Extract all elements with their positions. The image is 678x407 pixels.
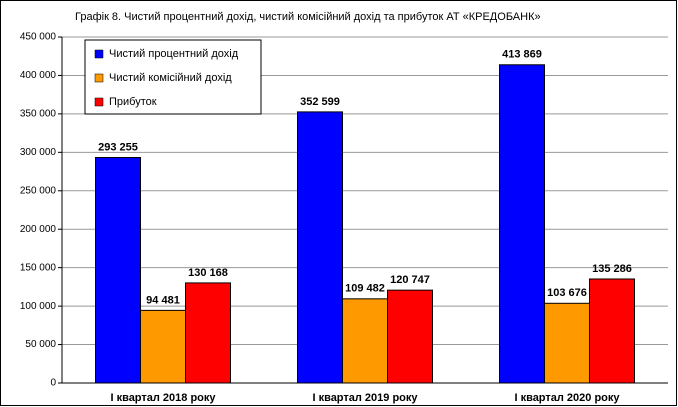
value-label: 94 481 (146, 294, 180, 306)
legend-swatch (94, 97, 104, 107)
value-label: 352 599 (300, 96, 340, 108)
bar (297, 111, 343, 384)
value-label: 413 869 (502, 49, 542, 61)
y-tick-label: 450 000 (20, 32, 57, 43)
y-tick-label: 350 000 (20, 109, 57, 120)
x-tick-label: I квартал 2019 року (312, 392, 418, 404)
legend-label: Прибуток (109, 96, 157, 108)
value-label: 109 482 (345, 283, 385, 295)
legend-box (84, 39, 262, 115)
value-label: 135 286 (592, 263, 632, 275)
legend-swatch (94, 49, 104, 59)
y-tick-label: 100 000 (20, 301, 57, 312)
value-label: 130 168 (188, 267, 228, 279)
bar (544, 302, 590, 384)
value-label: 293 255 (98, 141, 138, 153)
y-tick-label: 150 000 (20, 262, 57, 273)
value-label: 120 747 (390, 274, 430, 286)
legend-swatch (94, 73, 104, 83)
y-tick-label: 250 000 (20, 185, 57, 196)
bar (140, 309, 186, 384)
bar (387, 289, 433, 384)
chart-title: Графік 8. Чистий процентний дохід, чисти… (75, 11, 541, 23)
y-tick-label: 400 000 (20, 70, 57, 81)
x-tick-label: I квартал 2020 року (514, 392, 620, 404)
value-label: 103 676 (547, 287, 587, 299)
bar (499, 64, 545, 384)
y-tick-label: 0 (50, 378, 56, 389)
y-tick-label: 200 000 (20, 224, 57, 235)
bar (589, 278, 635, 384)
bar (185, 282, 231, 384)
y-tick-label: 300 000 (20, 147, 57, 158)
bar (95, 157, 141, 384)
y-tick-label: 50 000 (25, 339, 56, 350)
x-tick-label: I квартал 2018 року (110, 392, 216, 404)
legend-label: Чистий комісійний дохід (109, 72, 232, 84)
bar (342, 298, 388, 384)
legend-label: Чистий процентний дохід (109, 48, 239, 60)
